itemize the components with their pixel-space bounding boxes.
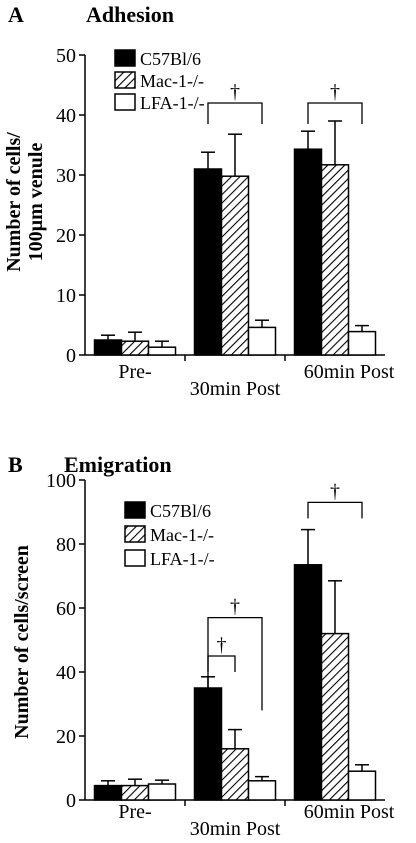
bar <box>93 784 123 801</box>
x-tick-label: 30min Post <box>190 818 281 840</box>
y-tick-label: 60 <box>56 598 76 620</box>
y-axis-label-line2: 100µm venule <box>25 143 47 262</box>
x-tick-label: 30min Post <box>190 378 281 400</box>
significance-bracket <box>207 102 263 124</box>
significance-bracket <box>207 655 236 672</box>
significance-bracket <box>307 102 363 124</box>
legend-swatch <box>124 501 146 519</box>
legend-label: Mac-1-/- <box>140 71 204 91</box>
bar <box>247 780 277 801</box>
bar <box>247 326 277 356</box>
legend-label: LFA-1-/- <box>140 93 205 113</box>
bar <box>147 346 177 356</box>
emigration-panel: B Emigration Number of cells/screen 0 20 4… <box>8 452 395 840</box>
x-tick-label: 60min Post <box>304 361 395 383</box>
legend-label: C57Bl/6 <box>150 501 211 521</box>
panel-letter: B <box>8 452 23 477</box>
significance-bracket <box>307 501 363 519</box>
bar <box>293 564 323 801</box>
bar <box>147 783 177 801</box>
bar <box>193 168 223 356</box>
y-tick-label: 0 <box>66 345 76 367</box>
y-tick-label: 20 <box>56 225 76 247</box>
significance-symbol: † <box>230 81 240 103</box>
bar <box>120 340 150 356</box>
y-tick-label: 20 <box>56 726 76 748</box>
y-tick-label: 100 <box>46 470 76 492</box>
chart-title: Adhesion <box>86 2 174 27</box>
bar <box>347 770 377 801</box>
y-tick-label: 30 <box>56 165 76 187</box>
significance-symbol: † <box>330 81 340 103</box>
panel-letter: A <box>8 2 24 27</box>
x-tick-label: Pre- <box>118 361 151 383</box>
legend-swatch <box>124 549 146 567</box>
y-tick-label: 0 <box>66 790 76 812</box>
y-tick-label: 50 <box>56 45 76 67</box>
bar <box>220 748 250 801</box>
bar <box>320 632 350 801</box>
legend-label: C57Bl/6 <box>140 49 201 69</box>
legend-swatch <box>114 71 136 89</box>
bar <box>120 784 150 801</box>
significance-bracket <box>207 616 263 711</box>
bar <box>93 339 123 356</box>
y-tick-label: 10 <box>56 285 76 307</box>
adhesion-panel: A Adhesion Number of cells/ 100µm venule… <box>3 2 395 400</box>
x-tick-label: Pre- <box>118 801 151 823</box>
y-tick-label: 40 <box>56 662 76 684</box>
x-tick-label: 60min Post <box>304 801 395 823</box>
y-axis-label: Number of cells/screen <box>11 545 33 739</box>
chart-title: Emigration <box>64 452 172 477</box>
legend-swatch <box>114 93 136 111</box>
legend-swatch <box>124 525 146 543</box>
significance-symbol: † <box>230 596 240 618</box>
significance-symbol: † <box>217 634 227 656</box>
legend-swatch <box>114 49 136 67</box>
significance-symbol: † <box>330 480 340 502</box>
y-tick-label: 80 <box>56 534 76 556</box>
legend-label: LFA-1-/- <box>150 549 215 569</box>
bar <box>320 164 350 356</box>
bar <box>347 330 377 356</box>
y-tick-label: 40 <box>56 105 76 127</box>
bar <box>293 148 323 356</box>
legend-label: Mac-1-/- <box>150 525 214 545</box>
bar <box>220 175 250 356</box>
y-axis-label-line1: Number of cells/ <box>3 132 25 272</box>
